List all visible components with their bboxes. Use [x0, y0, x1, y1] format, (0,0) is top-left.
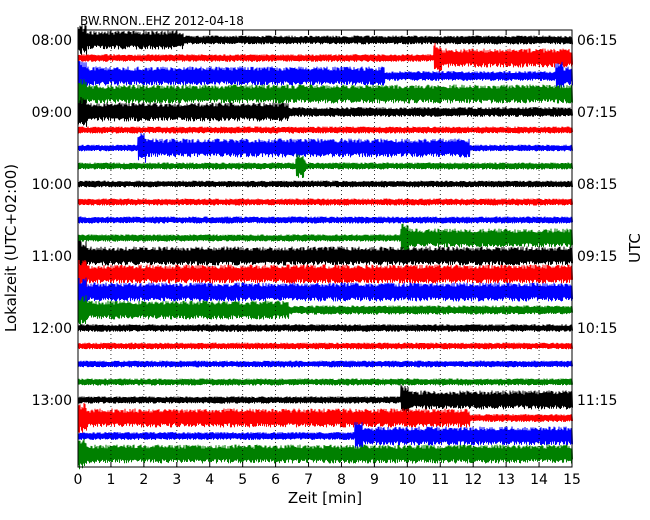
y-tick-label-left-4: 12:00: [32, 321, 72, 337]
trace-line-18: [77, 360, 573, 368]
trace-line-2: [77, 60, 573, 91]
trace-line-1: [77, 42, 573, 73]
x-tick-label-1: 1: [106, 472, 115, 488]
trace-line-4: [77, 96, 573, 127]
trace-line-21: [77, 402, 573, 433]
x-tick-label-14: 14: [530, 472, 548, 488]
label-layer: 0 1 2 3 4 5 6 7 8 9 10 11 12 13 14 1508:0009:0010:0011:…: [32, 33, 618, 488]
trace-line-22: [77, 422, 573, 451]
trace-line-7: [77, 154, 573, 179]
y-tick-label-left-1: 09:00: [32, 105, 72, 121]
trace-line-6: [77, 132, 573, 163]
trace-line-0: [77, 24, 573, 56]
x-tick-label-15: 15: [563, 472, 581, 488]
x-tick-label-0: 0: [74, 472, 83, 488]
x-tick-label-9: 9: [370, 472, 379, 488]
y-axis-label-left: Lokalzeit (UTC+02:00): [2, 164, 20, 332]
x-tick-label-2: 2: [139, 472, 148, 488]
x-tick-label-12: 12: [464, 472, 482, 488]
x-axis-label: Zeit [min]: [288, 489, 362, 507]
y-tick-label-right-3: 09:15: [577, 249, 617, 265]
y-tick-label-right-1: 07:15: [577, 105, 617, 121]
y-tick-label-left-0: 08:00: [32, 33, 72, 49]
trace-line-13: [77, 258, 573, 290]
x-tick-label-3: 3: [172, 472, 181, 488]
plot-frame: [77, 29, 573, 468]
trace-line-17: [77, 342, 573, 350]
trace-line-16: [77, 324, 573, 332]
trace-line-20: [77, 384, 573, 415]
x-tick-label-7: 7: [304, 472, 313, 488]
chart-title: BW.RNON..EHZ 2012-04-18: [80, 14, 244, 28]
x-tick-label-11: 11: [431, 472, 449, 488]
x-tick-label-8: 8: [337, 472, 346, 488]
trace-line-12: [77, 240, 573, 272]
trace-line-8: [77, 180, 573, 188]
grid-layer: [110, 30, 540, 467]
y-tick-label-left-3: 11:00: [32, 249, 72, 265]
y-axis-label-right: UTC: [626, 233, 644, 263]
y-tick-label-left-5: 13:00: [32, 393, 72, 409]
trace-layer: [77, 24, 573, 470]
trace-line-3: [77, 79, 573, 108]
y-tick-label-right-5: 11:15: [577, 393, 617, 409]
trace-line-15: [77, 295, 573, 326]
y-tick-label-right-0: 06:15: [577, 33, 617, 49]
x-tick-label-13: 13: [497, 472, 515, 488]
x-tick-label-5: 5: [238, 472, 247, 488]
trace-line-9: [77, 198, 573, 206]
tick-layer: [77, 30, 573, 467]
y-tick-label-left-2: 10:00: [32, 177, 72, 193]
trace-line-19: [77, 378, 573, 386]
x-tick-label-6: 6: [271, 472, 280, 488]
y-tick-label-right-4: 10:15: [577, 321, 617, 337]
y-tick-label-right-2: 08:15: [577, 177, 617, 193]
trace-line-14: [77, 277, 573, 307]
x-tick-label-10: 10: [398, 472, 416, 488]
trace-line-10: [77, 216, 573, 224]
trace-line-23: [77, 438, 573, 470]
trace-line-5: [77, 126, 573, 134]
trace-line-11: [77, 223, 573, 253]
x-tick-label-4: 4: [205, 472, 214, 488]
